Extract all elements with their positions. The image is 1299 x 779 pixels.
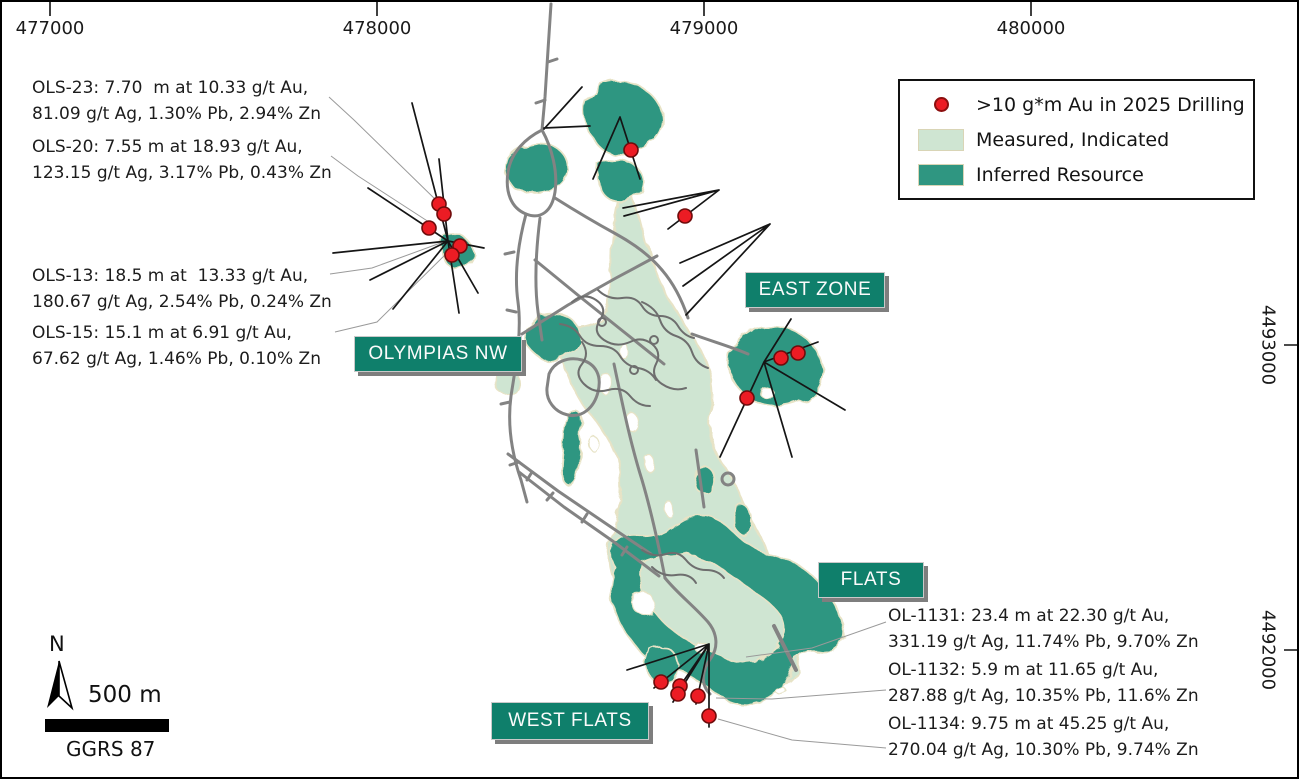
north-arrow — [47, 660, 74, 711]
zone-label-flats: FLATS — [818, 562, 924, 598]
annotation-line: OLS-20: 7.55 m at 18.93 g/t Au, — [32, 137, 303, 157]
legend-item-drilling: >10 g*m Au in 2025 Drilling — [918, 92, 1245, 118]
axis-label-4493000: 4493000 — [1257, 304, 1279, 386]
resource-holes — [588, 344, 787, 696]
annotation-line: 67.62 g/t Ag, 1.46% Pb, 0.10% Zn — [32, 349, 321, 369]
annotation-line: 287.88 g/t Ag, 10.35% Pb, 11.6% Zn — [888, 686, 1199, 706]
axis-label-479000: 479000 — [669, 18, 739, 39]
annotation-ols-15: OLS-15: 15.1 m at 6.91 g/t Au, 67.62 g/t… — [32, 320, 321, 372]
annotation-ol-1132: OL-1132: 5.9 m at 11.65 g/t Au, 287.88 g… — [888, 657, 1199, 709]
annotation-ols-13: OLS-13: 18.5 m at 13.33 g/t Au, 180.67 g… — [32, 263, 332, 315]
annotation-line: 331.19 g/t Ag, 11.74% Pb, 9.70% Zn — [888, 632, 1199, 652]
annotation-line: OLS-13: 18.5 m at 13.33 g/t Au, — [32, 266, 309, 286]
annotation-line: 81.09 g/t Ag, 1.30% Pb, 2.94% Zn — [32, 104, 321, 124]
annotation-line: OL-1132: 5.9 m at 11.65 g/t Au, — [888, 660, 1159, 680]
resource-bodies — [440, 81, 845, 705]
annotation-line: OL-1131: 23.4 m at 22.30 g/t Au, — [888, 606, 1170, 626]
legend: >10 g*m Au in 2025 Drilling Measured, In… — [898, 79, 1255, 200]
zone-label-west-flats: WEST FLATS — [491, 702, 649, 740]
dense-workings — [559, 289, 725, 584]
axis-label-477000: 477000 — [15, 18, 85, 39]
annotation-ols-23: OLS-23: 7.70 m at 10.33 g/t Au, 81.09 g/… — [32, 75, 321, 127]
drill-intercept-dots — [421, 142, 806, 724]
annotation-ol-1134: OL-1134: 9.75 m at 45.25 g/t Au, 270.04 … — [888, 711, 1199, 763]
scale-bar-label: 500 m — [88, 682, 162, 708]
axis-ticks — [49, 2, 1297, 651]
zone-label-olympias-nw: OLYMPIAS NW — [354, 336, 522, 372]
legend-label: Inferred Resource — [976, 163, 1144, 186]
scale-bar — [45, 719, 169, 732]
legend-item-measured-indicated: Measured, Indicated — [918, 127, 1235, 153]
axis-label-478000: 478000 — [342, 18, 412, 39]
annotation-line: 123.15 g/t Ag, 3.17% Pb, 0.43% Zn — [32, 163, 332, 183]
annotation-line: OL-1134: 9.75 m at 45.25 g/t Au, — [888, 714, 1170, 734]
legend-swatch-inferred — [918, 163, 964, 186]
north-label: N — [49, 632, 65, 656]
annotation-line: 180.67 g/t Ag, 2.54% Pb, 0.24% Zn — [32, 292, 332, 312]
annotation-leaders — [328, 96, 887, 749]
legend-red-dot-icon — [918, 97, 964, 112]
axis-label-480000: 480000 — [996, 18, 1066, 39]
annotation-ol-1131: OL-1131: 23.4 m at 22.30 g/t Au, 331.19 … — [888, 603, 1199, 655]
annotation-ols-20: OLS-20: 7.55 m at 18.93 g/t Au, 123.15 g… — [32, 134, 332, 186]
axis-label-4492000: 4492000 — [1257, 609, 1279, 691]
legend-swatch-measured-indicated — [918, 128, 964, 151]
legend-label: >10 g*m Au in 2025 Drilling — [976, 93, 1245, 116]
legend-label: Measured, Indicated — [976, 128, 1170, 151]
annotation-line: 270.04 g/t Ag, 10.30% Pb, 9.74% Zn — [888, 740, 1199, 760]
annotation-line: OLS-23: 7.70 m at 10.33 g/t Au, — [32, 78, 309, 98]
annotation-line: OLS-15: 15.1 m at 6.91 g/t Au, — [32, 323, 292, 343]
datum-label: GGRS 87 — [66, 737, 156, 761]
legend-item-inferred: Inferred Resource — [918, 162, 1235, 188]
zone-label-east-zone: EAST ZONE — [745, 272, 885, 308]
